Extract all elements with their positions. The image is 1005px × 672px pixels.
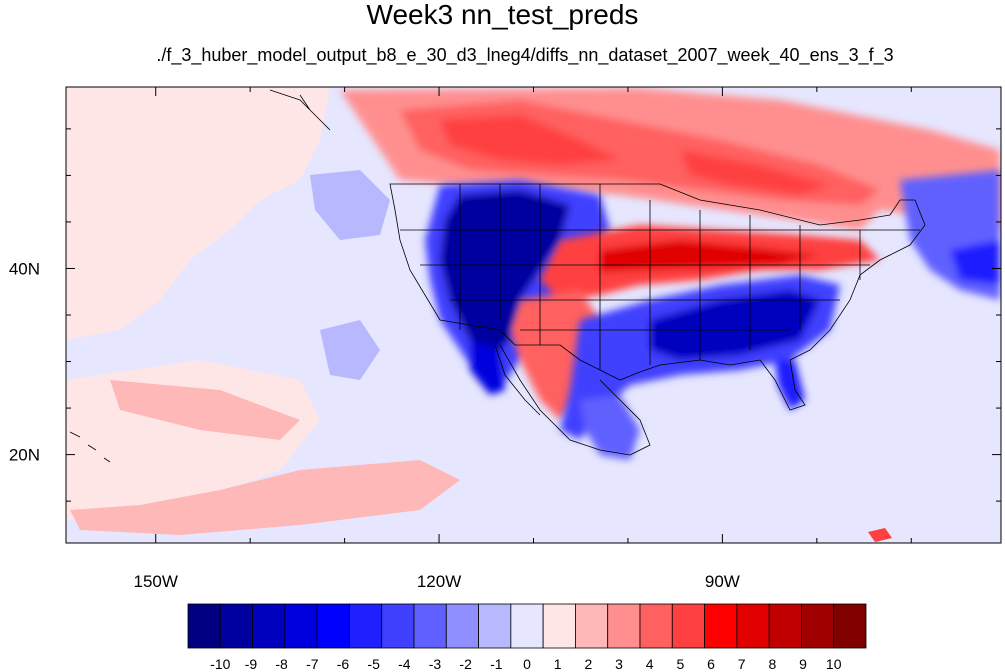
colorbar-swatch [510, 603, 544, 649]
canada-positive-core2 [680, 150, 830, 195]
colorbar-label: 2 [584, 656, 592, 672]
colorbar-swatch [607, 603, 641, 649]
lon-tick-label: 150W [134, 572, 178, 591]
baja-negative [470, 340, 505, 395]
colorbar-label: -4 [398, 656, 411, 672]
colorbar-swatch [542, 603, 576, 649]
pacific-negative-blob2 [310, 170, 390, 240]
atlantic-negative-core [950, 240, 1000, 285]
colorbar-swatch [316, 603, 350, 649]
colorbar-swatch [736, 603, 770, 649]
colorbar-label: 0 [523, 656, 531, 672]
colorbar-label: 8 [768, 656, 776, 672]
mexico-outline [499, 344, 651, 456]
lon-tick-label: 90W [705, 572, 740, 591]
colorbar-swatch [671, 603, 705, 649]
colorbar-label: 1 [554, 656, 562, 672]
colorbar-swatch [413, 603, 447, 649]
southeast-us-negative-core [650, 290, 820, 360]
west-us-negative-core [440, 190, 570, 360]
axis-tick-labels: 150W 120W 90W 40N 20N [9, 259, 740, 591]
hawaii-outline [69, 431, 111, 463]
colorbar-label: -9 [245, 656, 258, 672]
colorbar-label: -6 [337, 656, 350, 672]
colorbar-swatch [381, 603, 415, 649]
colorbar-label: 6 [707, 656, 715, 672]
pacific-negative-blob [320, 320, 380, 380]
colorbar-label: 5 [676, 656, 684, 672]
colorbar-label: 7 [738, 656, 746, 672]
canada-positive-core [440, 115, 620, 165]
colorbar-swatch [284, 603, 318, 649]
colorbar-label: -2 [459, 656, 472, 672]
colorbar-swatch [349, 603, 383, 649]
lat-tick-label: 40N [9, 259, 40, 278]
colorbar-label: 10 [826, 656, 842, 672]
alaska-islands-outline [269, 89, 331, 131]
axis-ticks [66, 87, 1001, 543]
colorbar-label: -3 [429, 656, 442, 672]
lat-tick-label: 20N [9, 446, 40, 465]
colorbar-label: -8 [275, 656, 288, 672]
pacific-positive-lower [70, 460, 460, 535]
baja-outline [494, 344, 541, 416]
colorbar-swatch [801, 603, 835, 649]
page-subtitle: ./f_3_huber_model_output_b8_e_30_d3_lneg… [156, 45, 894, 65]
mexico-negative [580, 395, 640, 460]
colorbar-swatch [768, 603, 802, 649]
state-lines-v [459, 184, 861, 370]
colorbar-label: -5 [367, 656, 380, 672]
colorbar-swatch [219, 603, 253, 649]
florida-negative [775, 360, 805, 410]
map-field [66, 87, 1001, 543]
lon-tick-label: 120W [417, 572, 461, 591]
pacific-positive-mid [110, 380, 300, 440]
state-lines-h [400, 229, 920, 331]
colorbar-swatch [704, 603, 738, 649]
colorbar-swatch [478, 603, 512, 649]
pacific-positive-west [66, 87, 330, 340]
colorbar-label: 4 [646, 656, 654, 672]
colorbar-swatch [187, 603, 221, 649]
page-title: Week3 nn_test_preds [366, 0, 639, 30]
caribbean-positive [868, 528, 892, 542]
colorbar-swatch [575, 603, 609, 649]
colorbar: -10 -9 -8 -7 -6 -5 -4 -3 -2 -1 0 1 2 3 4 5 6 7 8 9 10 [187, 603, 867, 672]
colorbar-label: 9 [799, 656, 807, 672]
us-border-outline [389, 183, 926, 411]
coastlines [69, 89, 926, 463]
colorbar-swatch [445, 603, 479, 649]
colorbar-label: 3 [615, 656, 623, 672]
central-us-positive-core [600, 240, 820, 272]
colorbar-label: -1 [490, 656, 503, 672]
colorbar-label: -7 [306, 656, 319, 672]
colorbar-label: -10 [210, 656, 230, 672]
colorbar-swatch [639, 603, 673, 649]
colorbar-swatch [833, 603, 867, 649]
colorbar-swatch [252, 603, 286, 649]
